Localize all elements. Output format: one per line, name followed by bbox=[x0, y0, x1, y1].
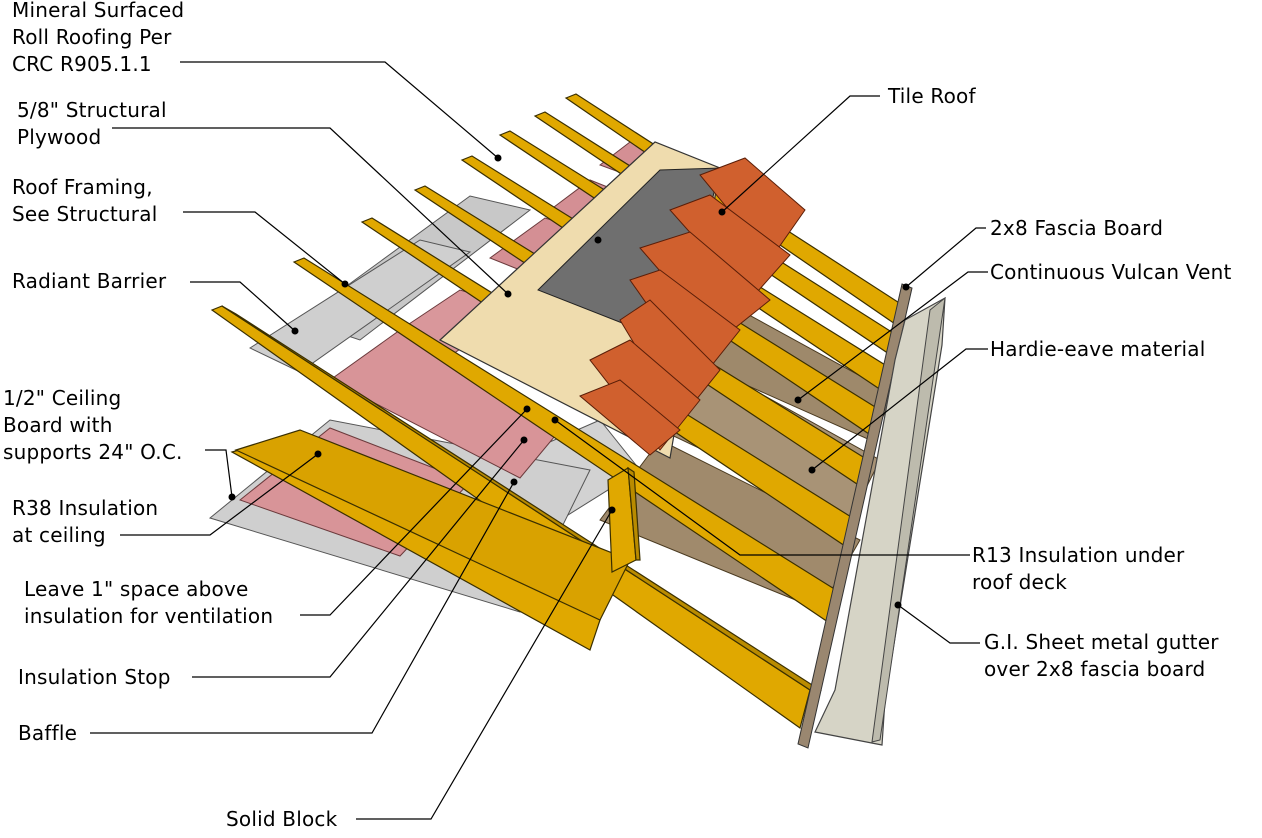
leader-dots bbox=[228, 154, 910, 609]
label-tile-roof: Tile Roof bbox=[888, 84, 976, 108]
label-roll-roofing: Mineral Surfaced Roll Roofing Per CRC R9… bbox=[12, 0, 185, 76]
label-gutter: G.I. Sheet metal gutter over 2x8 fascia … bbox=[984, 630, 1219, 681]
label-solid-block: Solid Block bbox=[226, 807, 338, 831]
label-radiant-barrier: Radiant Barrier bbox=[12, 269, 167, 293]
label-baffle: Baffle bbox=[18, 721, 78, 745]
label-ventilation-space: Leave 1" space above insulation for vent… bbox=[24, 577, 274, 628]
tile-roof bbox=[579, 157, 806, 456]
solid-block bbox=[607, 466, 641, 573]
ceiling-joist bbox=[230, 429, 631, 651]
label-ceiling-board: 1/2" Ceiling Board with supports 24" O.C… bbox=[3, 386, 183, 464]
label-fascia-board: 2x8 Fascia Board bbox=[990, 216, 1164, 240]
label-r38-insulation: R38 Insulation at ceiling bbox=[12, 496, 159, 547]
gutter bbox=[814, 296, 946, 746]
label-r13-insulation: R13 Insulation under roof deck bbox=[972, 543, 1185, 594]
label-hardie-eave: Hardie-eave material bbox=[990, 337, 1206, 361]
label-roof-framing: Roof Framing, See Structural bbox=[12, 175, 158, 226]
leader-lines bbox=[90, 61, 988, 820]
label-insulation-stop: Insulation Stop bbox=[18, 665, 171, 689]
label-plywood: 5/8" Structural Plywood bbox=[17, 98, 167, 149]
label-vulcan-vent: Continuous Vulcan Vent bbox=[990, 260, 1232, 284]
